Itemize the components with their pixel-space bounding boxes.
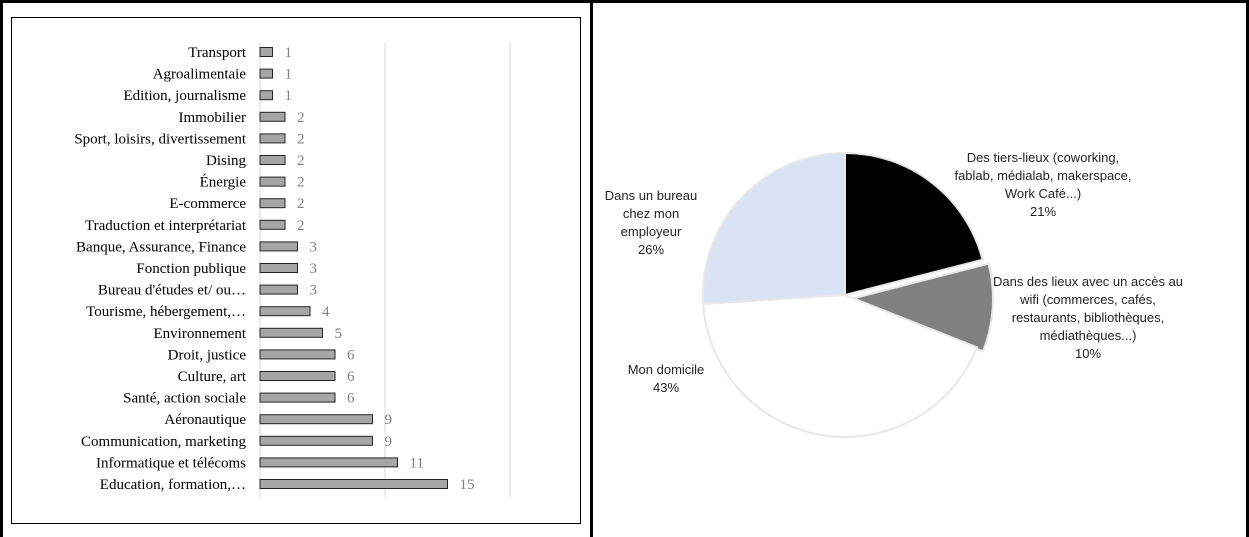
bar [259, 349, 336, 360]
pie-slice [702, 151, 846, 305]
slice-label: Dans un bureau [605, 188, 698, 203]
category-label: Banque, Assurance, Finance [76, 239, 246, 255]
slice-label: restaurants, bibliothèques, [1012, 310, 1164, 325]
bar [259, 176, 286, 187]
data-label: 6 [347, 391, 355, 407]
data-label: 9 [385, 412, 393, 428]
slice-label: Mon domicile [628, 362, 705, 377]
slice-label: Work Café...) [1005, 186, 1081, 201]
data-label: 6 [347, 369, 355, 385]
data-label: 1 [285, 67, 293, 83]
slice-label: 43% [653, 380, 679, 395]
data-label: 2 [297, 218, 305, 234]
slice-label: fablab, médialab, makerspace, [954, 168, 1131, 183]
data-label: 2 [297, 153, 305, 169]
bar [259, 155, 286, 165]
category-label: Agroalimentaie [153, 67, 247, 83]
frame-border-left [0, 0, 3, 537]
category-label: Bureau d'études et/ ou… [98, 283, 246, 299]
category-label: Environnement [154, 326, 247, 342]
bar [259, 371, 336, 381]
data-label: 9 [385, 434, 393, 450]
data-label: 1 [285, 45, 293, 61]
pie-slice [844, 151, 984, 297]
bar [259, 241, 298, 252]
slice-label: médiathèques...) [1040, 328, 1137, 343]
category-label: Traduction et interprétariat [85, 218, 247, 234]
slice-label: 10% [1075, 346, 1101, 361]
frame-border-top [0, 0, 1249, 3]
bar [259, 219, 286, 230]
category-label: E-commerce [169, 196, 246, 212]
slice-label: Dans des lieux avec un accès au [993, 274, 1183, 289]
category-label: Edition, journalisme [124, 88, 247, 104]
bar [259, 133, 286, 144]
bar-chart: Transport 1 Agroalimentaie 1 Edition, journa… [74, 42, 511, 497]
frame-border-right [1246, 0, 1249, 537]
category-label: Énergie [200, 174, 247, 191]
data-label: 3 [310, 239, 318, 255]
bar [259, 47, 273, 57]
slice-label: 26% [638, 242, 664, 257]
slice-label: chez mon [623, 206, 679, 221]
data-label: 3 [310, 283, 318, 299]
slice-label: Des tiers-lieux (coworking, [967, 150, 1119, 165]
bar [259, 327, 323, 338]
slice-label: wifi (commerces, cafés, [1019, 292, 1156, 307]
data-label: 2 [297, 196, 305, 212]
category-label: Fonction publique [136, 261, 246, 277]
bar [259, 457, 398, 468]
data-label: 2 [297, 175, 305, 191]
category-label: Dising [206, 153, 247, 169]
bar-chart-box [11, 17, 581, 524]
category-label: Communication, marketing [81, 434, 246, 450]
category-label: Education, formation,… [100, 477, 246, 493]
frame-divider [590, 0, 593, 537]
data-label: 2 [297, 110, 305, 126]
bar [259, 479, 448, 489]
bar [259, 435, 373, 446]
data-label: 15 [460, 477, 475, 493]
category-label: Immobilier [179, 110, 247, 126]
pie-slice [847, 262, 994, 353]
data-label: 3 [310, 261, 318, 277]
bar [259, 90, 273, 101]
slice-label: employeur [621, 224, 682, 239]
category-label: Aéronautique [164, 412, 246, 428]
bar [259, 263, 298, 273]
category-label: Sport, loisirs, divertissement [74, 131, 246, 147]
data-label: 5 [335, 326, 343, 342]
bar [259, 111, 286, 122]
bar [259, 392, 336, 403]
category-label: Culture, art [178, 369, 247, 385]
category-label: Transport [188, 45, 247, 61]
category-label: Santé, action sociale [123, 391, 246, 407]
pie-slice [702, 293, 979, 438]
bar [259, 414, 373, 425]
data-label: 4 [322, 304, 330, 320]
bar [259, 306, 311, 317]
bar [259, 198, 286, 209]
category-label: Informatique et télécoms [96, 455, 246, 471]
bar [259, 284, 298, 295]
data-label: 1 [285, 88, 293, 104]
data-label: 2 [297, 131, 305, 147]
data-label: 11 [410, 455, 424, 471]
slice-label: 21% [1030, 204, 1056, 219]
category-label: Tourisme, hébergement,… [86, 304, 246, 320]
category-label: Droit, justice [168, 347, 247, 363]
data-label: 6 [347, 347, 355, 363]
bar [259, 68, 273, 79]
